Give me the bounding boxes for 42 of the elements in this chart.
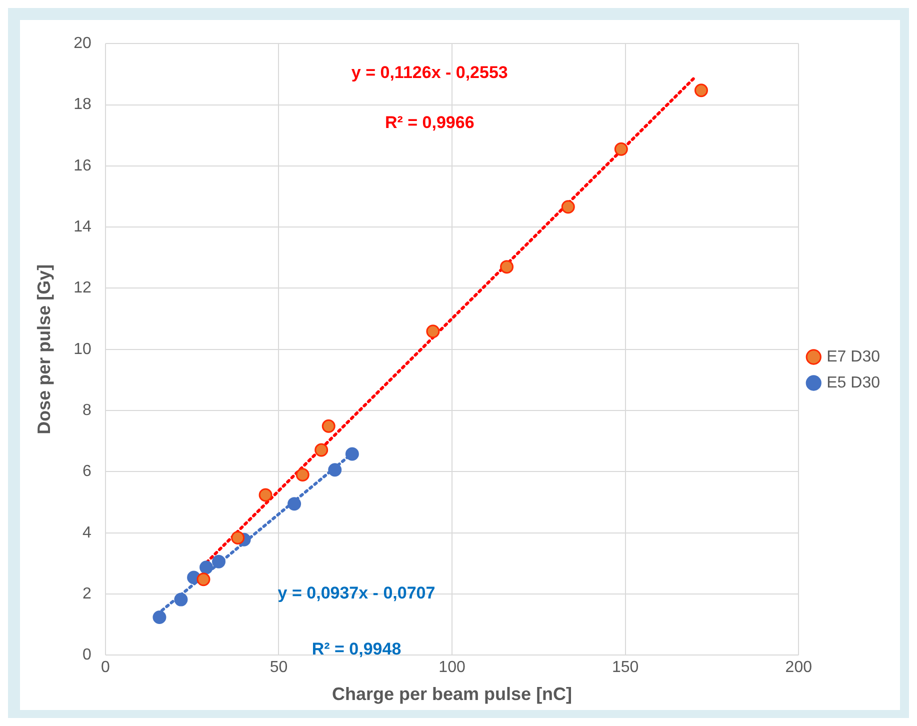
- x-tick-label: 0: [100, 659, 110, 676]
- legend-label: E5 D30: [826, 374, 880, 392]
- point: [328, 463, 342, 477]
- point: [314, 443, 328, 457]
- y-tick-label: 18: [74, 96, 92, 114]
- y-tick-label: 10: [74, 340, 92, 358]
- point: [614, 142, 628, 156]
- annotation: y = 0,1126x - 0,2553: [351, 63, 508, 82]
- y-tick-label: 12: [74, 280, 92, 297]
- y-tick-label: 20: [74, 35, 92, 52]
- point: [561, 200, 575, 214]
- point: [152, 610, 166, 624]
- y-tick-label: 6: [82, 463, 92, 480]
- point: [288, 497, 302, 511]
- legend-label: E7 D30: [826, 348, 880, 366]
- y-tick-label: 2: [82, 585, 92, 602]
- x-tick-label: 50: [270, 659, 288, 676]
- x-tick-label: 100: [438, 659, 466, 676]
- point: [258, 488, 272, 502]
- annotation: R² = 0,9948: [312, 640, 402, 659]
- point: [426, 324, 440, 338]
- annotation: R² = 0,9966: [384, 113, 474, 132]
- y-axis-title: Dose per pulse [Gy]: [34, 264, 54, 434]
- point: [174, 592, 188, 606]
- x-tick-label: 150: [612, 659, 639, 676]
- point: [500, 260, 514, 274]
- point: [196, 572, 210, 586]
- point: [200, 560, 214, 574]
- point: [212, 554, 226, 568]
- point: [694, 84, 708, 98]
- y-tick-label: 0: [82, 646, 92, 664]
- x-axis-title: Charge per beam pulse [nC]: [332, 684, 572, 704]
- y-tick-label: 16: [74, 157, 92, 174]
- point: [322, 419, 336, 433]
- point: [296, 468, 310, 482]
- point: [345, 447, 359, 461]
- x-tick-label: 200: [785, 659, 812, 676]
- y-tick-label: 4: [82, 524, 92, 542]
- y-tick-label: 8: [82, 402, 92, 419]
- point: [231, 531, 245, 545]
- annotation: y = 0,0937x - 0,0707: [278, 584, 436, 603]
- y-tick-label: 14: [74, 218, 92, 236]
